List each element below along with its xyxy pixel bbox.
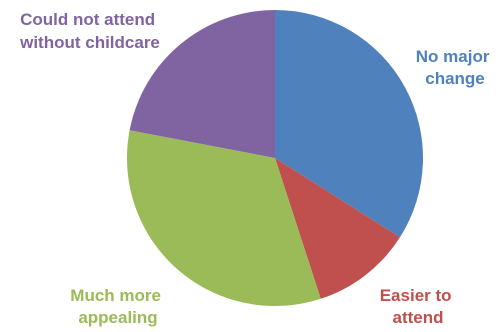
pie-slices: [126, 10, 423, 307]
label-could-not-attend-without-childcare: Could not attend without childcare: [19, 10, 160, 52]
slice-no-major-change: [275, 10, 423, 238]
label-easier-to-attend: Easier to attend: [380, 286, 457, 327]
slice-much-more-appealing: [126, 130, 321, 307]
label-no-major-change-line2: change: [425, 69, 485, 88]
label-no-major-change-line1: No major: [416, 47, 490, 66]
label-could-not-attend-line2: without childcare: [19, 33, 160, 52]
label-no-major-change: No major change: [416, 47, 494, 88]
slice-easier-to-attend: [275, 158, 400, 299]
label-easier-to-attend-line2: attend: [393, 308, 444, 327]
slice-could-not-attend-without-childcare: [129, 10, 275, 158]
label-easier-to-attend-line1: Easier to: [380, 286, 452, 305]
label-much-more-appealing-line1: Much more: [70, 286, 161, 305]
label-much-more-appealing: Much more appealing: [70, 286, 165, 327]
label-much-more-appealing-line2: appealing: [78, 308, 157, 327]
label-could-not-attend-line1: Could not attend: [20, 10, 155, 29]
